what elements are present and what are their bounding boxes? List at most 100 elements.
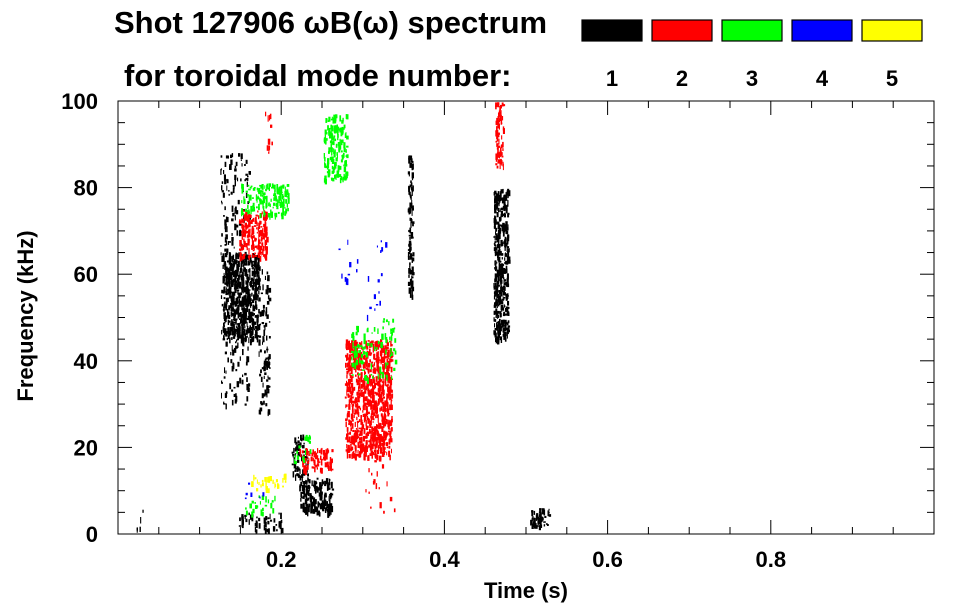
spectral-point — [260, 251, 263, 254]
spectral-point — [355, 430, 358, 434]
spectral-point — [264, 504, 268, 507]
spectral-point — [234, 165, 237, 169]
spectral-point — [548, 511, 550, 514]
spectral-point — [493, 304, 497, 308]
spectral-point — [242, 277, 245, 284]
spectral-point — [259, 409, 262, 415]
spectral-point — [350, 420, 353, 425]
spectral-point — [507, 248, 510, 253]
spectral-point — [258, 282, 261, 288]
spectral-point — [381, 333, 384, 340]
spectral-point — [501, 116, 504, 121]
spectral-point — [267, 115, 269, 122]
spectral-point — [494, 334, 497, 338]
spectral-point — [260, 369, 262, 374]
spectral-point — [232, 319, 235, 321]
spectral-point — [367, 398, 369, 403]
spectral-point — [383, 318, 385, 321]
spectral-point — [270, 211, 273, 218]
spectral-point — [332, 177, 335, 182]
spectral-point — [338, 174, 342, 178]
spectral-point — [390, 347, 392, 353]
spectral-point — [507, 320, 510, 324]
spectral-point — [495, 301, 497, 307]
spectral-point — [328, 147, 331, 153]
spectral-point — [382, 326, 384, 330]
spectral-point — [231, 311, 233, 318]
spectral-point — [355, 402, 357, 408]
spectral-point — [241, 284, 244, 289]
spectral-point — [278, 512, 280, 515]
spectral-point — [494, 235, 496, 241]
spectral-point — [226, 337, 228, 341]
spectral-point — [507, 236, 509, 240]
spectral-point — [389, 423, 392, 426]
spectral-point — [245, 225, 248, 228]
spectral-point — [365, 358, 367, 365]
spectral-point — [241, 324, 243, 326]
spectral-point — [275, 479, 278, 483]
spectral-point — [351, 455, 353, 459]
spectral-point — [500, 214, 503, 218]
spectral-point — [248, 312, 251, 319]
spectral-point — [242, 246, 245, 250]
spectral-point — [239, 356, 241, 361]
spectral-point — [240, 274, 243, 281]
spectral-point — [328, 465, 330, 471]
spectral-point — [246, 396, 249, 402]
spectral-point — [374, 341, 377, 344]
spectral-point — [292, 455, 294, 458]
spectral-point — [231, 279, 234, 286]
spectral-point — [348, 446, 350, 453]
spectral-point — [410, 254, 413, 257]
spectral-point — [231, 276, 233, 279]
spectral-point — [380, 344, 382, 348]
spectral-point — [331, 493, 334, 496]
spectral-point — [300, 454, 302, 458]
spectral-point — [389, 433, 391, 437]
spectral-point — [389, 354, 391, 358]
spectral-point — [502, 145, 504, 148]
spectral-point — [371, 382, 374, 386]
spectral-point — [343, 152, 345, 156]
spectral-point — [365, 396, 368, 402]
spectral-point — [543, 521, 546, 523]
spectral-point — [372, 377, 375, 384]
spectral-point — [249, 259, 252, 262]
spectral-point — [362, 447, 366, 452]
spectral-point — [261, 322, 265, 325]
spectral-point — [373, 327, 376, 332]
spectral-point — [247, 280, 249, 283]
spectral-point — [377, 328, 379, 334]
spectral-point — [245, 510, 248, 516]
spectral-point — [305, 448, 308, 451]
spectral-point — [380, 379, 382, 382]
spectral-point — [501, 155, 504, 158]
spectral-point — [304, 449, 307, 456]
spectral-point — [221, 202, 223, 205]
spectral-point — [376, 414, 379, 419]
spectral-point — [331, 125, 334, 132]
spectral-point — [266, 183, 269, 188]
spectral-point — [495, 276, 498, 282]
spectral-point — [237, 265, 239, 270]
spectral-point — [364, 362, 367, 365]
spectral-point — [504, 338, 507, 342]
spectral-point — [530, 519, 532, 526]
spectral-point — [407, 251, 410, 258]
spectral-point — [330, 177, 333, 180]
spectral-point — [247, 233, 250, 237]
spectral-point — [364, 396, 367, 402]
spectral-point — [497, 147, 499, 154]
spectral-point — [383, 350, 386, 354]
spectral-point — [253, 225, 257, 227]
spectral-point — [495, 244, 497, 248]
spectral-point — [496, 302, 498, 308]
spectral-point — [494, 290, 497, 293]
spectral-point — [287, 207, 289, 212]
spectral-point — [383, 447, 386, 450]
spectral-point — [498, 263, 502, 267]
spectral-point — [323, 138, 327, 141]
spectral-point — [356, 325, 358, 331]
spectral-point — [496, 282, 499, 287]
